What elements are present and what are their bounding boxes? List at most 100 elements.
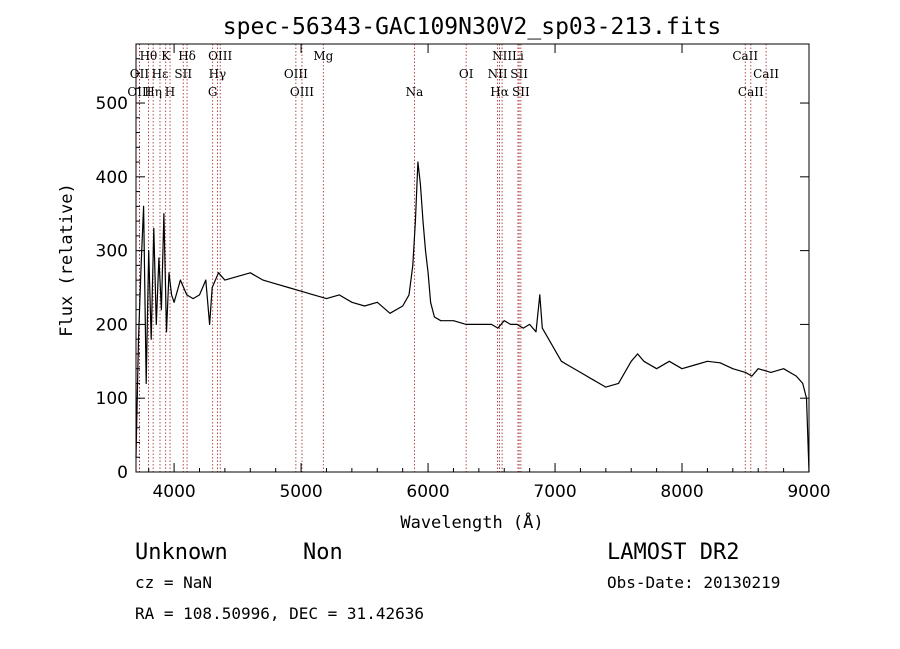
- spectral-line-label-4: Mg: [313, 49, 333, 63]
- spectral-line-label-22: Na: [406, 85, 424, 99]
- data-point-0-74: [656, 368, 658, 370]
- data-point-0-34: [351, 301, 353, 303]
- data-point-0-5: [148, 250, 150, 252]
- data-point-0-55: [503, 320, 505, 322]
- series-line-flux: [135, 161, 810, 473]
- data-point-0-59: [529, 323, 531, 325]
- data-point-0-10: [160, 309, 162, 311]
- data-point-0-45: [425, 250, 426, 252]
- data-point-0-2: [140, 264, 142, 266]
- data-point-0-28: [275, 283, 277, 285]
- data-point-0-84: [770, 371, 772, 373]
- data-point-0-51: [465, 323, 467, 325]
- data-point-0-30: [300, 290, 302, 292]
- data-point-0-9: [158, 257, 160, 259]
- spectral-line-label-17: OIII: [127, 85, 151, 99]
- data-point-0-3: [143, 205, 145, 207]
- data-point-0-15: [173, 301, 175, 303]
- data-point-0-60: [535, 331, 537, 333]
- spectral-line-label-16: CaII: [753, 67, 779, 81]
- y-tick-label-100: 100: [96, 389, 128, 409]
- subclass-label: Non: [303, 540, 343, 565]
- data-point-0-77: [694, 364, 696, 366]
- data-point-0-46: [427, 272, 429, 274]
- data-point-0-75: [668, 360, 670, 362]
- data-point-0-37: [389, 312, 391, 314]
- data-point-0-48: [433, 316, 435, 318]
- data-point-0-69: [605, 386, 607, 388]
- spectral-line-label-18: Hη: [144, 85, 162, 99]
- tick-labels: 4000 5000 6000 7000 8000 9000 0 100 200 300 400 500: [96, 94, 831, 502]
- data-point-0-70: [618, 382, 619, 384]
- plot-frame: [135, 43, 810, 473]
- data-point-0-31: [313, 294, 315, 296]
- spectral-line-label-21: OIII: [290, 85, 314, 99]
- data-point-0-58: [522, 327, 524, 329]
- survey-label: LAMOST DR2: [607, 540, 739, 565]
- data-point-0-87: [802, 382, 804, 384]
- data-point-0-16: [179, 279, 181, 281]
- data-point-0-42: [417, 161, 419, 163]
- x-tick-label-4000: 4000: [152, 482, 195, 502]
- data-point-0-24: [224, 279, 226, 281]
- x-tick-label-5000: 5000: [279, 482, 322, 502]
- data-point-0-17: [186, 294, 188, 296]
- data-point-0-50: [453, 320, 454, 322]
- spectral-line-markers: [139, 44, 767, 472]
- data-point-0-18: [192, 298, 194, 300]
- data-point-0-85: [783, 368, 785, 370]
- data-point-0-49: [440, 320, 442, 322]
- data-point-0-22: [211, 287, 213, 288]
- spectral-line-label-7: CaII: [732, 49, 758, 63]
- data-point-0-36: [376, 301, 378, 303]
- spectral-line-label-2: Hδ: [178, 49, 196, 63]
- coordinates-label: RA = 108.50996, DEC = 31.42636: [135, 604, 424, 623]
- data-point-0-65: [560, 360, 562, 362]
- spectral-line-label-5: NII: [492, 49, 512, 63]
- data-point-0-32: [326, 298, 327, 300]
- y-tick-label-300: 300: [96, 242, 128, 262]
- spectral-line-label-24: SII: [512, 85, 530, 99]
- data-point-0-80: [732, 368, 734, 370]
- data-point-0-19: [199, 294, 200, 296]
- data-point-0-8: [155, 323, 157, 325]
- data-point-0-47: [430, 301, 432, 303]
- spectral-line-label-8: OII: [130, 67, 150, 81]
- data-point-0-63: [548, 338, 550, 340]
- data-point-0-73: [643, 360, 645, 362]
- data-point-0-62: [541, 327, 543, 329]
- chart-title: spec-56343-GAC109N30V2_sp03-213.fits: [223, 14, 722, 40]
- data-point-0-78: [706, 360, 708, 362]
- x-tick-label-9000: 9000: [787, 482, 830, 502]
- x-tick-label-6000: 6000: [406, 482, 449, 502]
- data-point-0-41: [414, 220, 416, 222]
- y-tick-label-500: 500: [96, 94, 128, 114]
- spectral-line-label-23: Hα: [490, 85, 509, 99]
- data-point-0-20: [205, 279, 207, 281]
- data-point-0-23: [218, 272, 219, 274]
- x-tick-label-7000: 7000: [533, 482, 576, 502]
- class-label: Unknown: [135, 540, 228, 565]
- data-point-0-54: [497, 327, 499, 329]
- spectral-line-label-10: SII: [174, 67, 192, 81]
- x-axis-label: Wavelength (Å): [400, 511, 543, 533]
- data-point-0-44: [422, 220, 424, 222]
- spectral-line-label-25: CaII: [738, 85, 764, 99]
- data-point-0-61: [539, 294, 541, 296]
- data-point-0-76: [681, 368, 683, 370]
- data-point-0-39: [408, 294, 410, 296]
- data-point-0-64: [554, 349, 556, 351]
- data-point-0-83: [757, 368, 759, 370]
- y-tick-label-200: 200: [96, 315, 128, 335]
- flux-series: [135, 161, 810, 473]
- data-point-0-57: [516, 323, 518, 325]
- data-point-0-21: [209, 323, 211, 325]
- spectral-line-label-1: K: [161, 49, 171, 63]
- data-point-0-67: [579, 371, 581, 373]
- spectral-line-label-11: Hγ: [209, 67, 227, 81]
- data-point-0-86: [795, 375, 797, 377]
- data-point-0-14: [171, 294, 173, 296]
- data-point-0-11: [163, 213, 165, 215]
